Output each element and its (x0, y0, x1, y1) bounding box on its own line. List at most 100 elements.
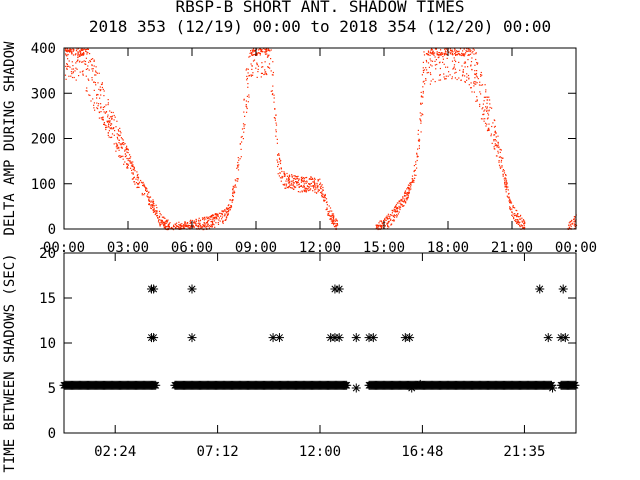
delta-amp-point (438, 79, 440, 81)
delta-amp-point (237, 157, 239, 159)
delta-amp-point (82, 51, 85, 54)
delta-amp-point (91, 79, 93, 81)
delta-amp-point (230, 205, 232, 207)
delta-amp-point (315, 186, 317, 189)
delta-amp-point (173, 226, 175, 228)
delta-amp-point (379, 225, 381, 227)
delta-amp-point (137, 179, 139, 181)
delta-amp-point (215, 216, 217, 218)
delta-amp-point (150, 200, 152, 202)
delta-amp-point (496, 145, 498, 147)
delta-amp-point (198, 221, 200, 223)
delta-amp-point (246, 79, 248, 81)
delta-amp-point (232, 199, 234, 201)
delta-amp-point (229, 206, 231, 209)
delta-amp-point (152, 200, 155, 203)
delta-amp-point (212, 215, 214, 217)
delta-amp-point (401, 200, 403, 202)
delta-amp-point (464, 66, 466, 68)
delta-amp-point (295, 176, 297, 178)
delta-amp-point (256, 63, 258, 65)
delta-amp-point (463, 55, 466, 57)
delta-amp-point (388, 215, 390, 217)
delta-amp-point (505, 174, 507, 176)
delta-amp-point (160, 214, 162, 216)
delta-amp-point (297, 191, 299, 193)
delta-amp-point (291, 175, 293, 177)
delta-amp-point (504, 184, 506, 186)
delta-amp-point (85, 90, 87, 92)
delta-amp-point (66, 68, 68, 70)
delta-amp-point (77, 48, 80, 50)
delta-amp-point (419, 139, 421, 141)
delta-amp-point (202, 225, 204, 227)
delta-amp-point (275, 114, 277, 116)
delta-amp-point (483, 100, 485, 102)
delta-amp-point (432, 78, 434, 80)
delta-amp-point (517, 223, 519, 225)
delta-amp-point (327, 213, 329, 215)
delta-amp-point (316, 185, 318, 188)
delta-amp-point (217, 223, 220, 225)
delta-amp-point (475, 53, 477, 55)
shadow-interval-marker (405, 333, 415, 343)
delta-amp-point (313, 186, 315, 188)
delta-amp-point (215, 217, 217, 219)
delta-amp-point (85, 75, 87, 77)
delta-amp-point (166, 222, 168, 224)
delta-amp-point (72, 50, 74, 52)
delta-amp-point (69, 48, 71, 50)
delta-amp-point (210, 221, 212, 223)
delta-amp-point (332, 213, 335, 215)
shadow-interval-marker (334, 333, 344, 343)
delta-amp-point (186, 222, 188, 224)
delta-amp-point (146, 188, 148, 190)
delta-amp-point (425, 79, 427, 81)
delta-amp-point (243, 111, 245, 113)
delta-amp-point (484, 109, 486, 111)
delta-amp-point (305, 190, 307, 192)
delta-amp-point (152, 206, 154, 208)
delta-amp-point (85, 68, 87, 70)
delta-amp-point (476, 100, 478, 102)
delta-amp-point (517, 213, 519, 215)
delta-amp-point (486, 130, 489, 132)
delta-amp-point (267, 54, 269, 56)
delta-amp-point (515, 214, 517, 216)
delta-amp-point (417, 155, 419, 158)
delta-amp-point (199, 219, 202, 221)
delta-amp-point (251, 65, 253, 67)
delta-amp-point (155, 212, 157, 214)
delta-amp-point (221, 218, 223, 220)
delta-amp-point (120, 132, 122, 134)
delta-amp-point (126, 165, 128, 167)
delta-amp-point (208, 227, 210, 229)
shadow-interval-marker (558, 284, 568, 294)
delta-amp-point (407, 196, 409, 198)
delta-amp-point (491, 142, 493, 144)
delta-amp-point (448, 51, 450, 53)
delta-amp-point (77, 52, 79, 55)
delta-amp-point (264, 61, 266, 63)
delta-amp-point (515, 209, 517, 211)
shadow-interval-marker (334, 284, 344, 294)
delta-amp-point (416, 156, 418, 158)
delta-amp-point (148, 200, 150, 202)
delta-amp-point (116, 144, 118, 146)
delta-amp-point (574, 223, 576, 226)
delta-amp-point (269, 67, 271, 69)
delta-amp-point (317, 187, 319, 189)
delta-amp-point (171, 226, 173, 229)
top-x-tick-label: 06:00 (171, 240, 213, 256)
delta-amp-point (237, 161, 239, 164)
delta-amp-point (193, 220, 195, 222)
delta-amp-point (474, 73, 476, 75)
delta-amp-point (214, 214, 216, 216)
delta-amp-point (516, 214, 518, 217)
delta-amp-point (517, 221, 519, 223)
delta-amp-point (439, 74, 441, 76)
delta-amp-point (107, 104, 109, 106)
delta-amp-point (308, 183, 310, 185)
delta-amp-point (324, 193, 326, 196)
